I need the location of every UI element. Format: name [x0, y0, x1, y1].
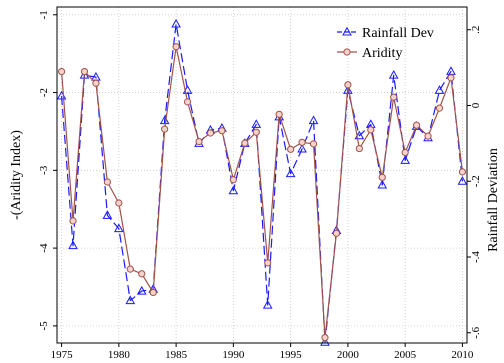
data-point-circle	[332, 229, 341, 237]
data-point-circle	[126, 265, 134, 273]
data-point-circle	[149, 288, 157, 297]
data-point-triangle	[320, 337, 330, 346]
series-line	[60, 23, 464, 343]
data-point-circle	[172, 43, 180, 51]
data-point-triangle	[251, 119, 262, 128]
x-tick-label: 1995	[280, 349, 303, 361]
data-point-circle	[161, 125, 169, 133]
y-left-tick-label: -5	[38, 321, 50, 331]
data-point-circle	[275, 110, 283, 118]
x-tick-label: 2010	[451, 349, 474, 361]
data-point-circle	[355, 144, 363, 153]
data-point-triangle	[457, 176, 468, 185]
x-tick-label: 1990	[222, 349, 245, 361]
data-point-circle	[183, 98, 192, 106]
data-point-circle	[218, 127, 226, 135]
data-point-triangle	[285, 168, 296, 178]
data-point-circle	[378, 173, 386, 181]
data-point-triangle	[377, 179, 388, 189]
data-point-circle	[264, 259, 272, 267]
x-tick-label: 1975	[51, 349, 74, 361]
data-point-circle	[344, 81, 352, 89]
data-point-circle	[69, 217, 77, 225]
legend: Rainfall Dev Aridity	[337, 26, 434, 61]
y-left-tick-label: -1	[38, 10, 50, 19]
data-point-circle	[401, 148, 409, 157]
data-point-triangle	[68, 240, 78, 250]
data-point-circle	[309, 140, 318, 148]
data-point-triangle	[262, 299, 273, 309]
x-tick-label: 2000	[337, 349, 360, 361]
data-point-triangle	[228, 185, 239, 195]
data-point-circle	[103, 178, 111, 186]
y-right-tick-label: -.4	[470, 251, 482, 263]
y-right-tick-label: 0	[470, 102, 482, 108]
grid	[57, 7, 467, 343]
legend-label: Rainfall Dev	[362, 26, 434, 41]
data-point-triangle	[159, 115, 170, 125]
data-point-circle	[229, 176, 237, 184]
data-point-circle	[390, 93, 398, 101]
y-left-tick-label: -4	[38, 243, 50, 253]
data-point-circle	[92, 79, 100, 87]
data-point-triangle	[342, 26, 352, 36]
series-rainfall-dev	[56, 18, 468, 346]
series-line	[60, 46, 464, 339]
data-point-circle	[115, 199, 123, 207]
data-point-circle	[287, 145, 295, 153]
data-point-circle	[367, 126, 375, 134]
data-point-triangle	[297, 143, 307, 153]
data-point-circle	[435, 104, 444, 112]
data-point-circle	[447, 74, 455, 82]
data-point-circle	[241, 139, 249, 147]
axes: 1975 1980 1985 1990 1995 2000 2005 2010 -1 -2 -3 -4…	[38, 10, 482, 361]
data-point-triangle	[308, 115, 319, 125]
data-point-circle	[195, 137, 203, 146]
data-point-circle	[252, 128, 260, 136]
data-point-circle	[298, 138, 306, 146]
series-layer	[56, 18, 468, 346]
series-aridity	[57, 43, 467, 342]
y-right-tick-label: -.6	[470, 326, 482, 338]
data-point-circle	[57, 67, 66, 76]
y-right-tick-label: .2	[470, 26, 482, 34]
data-point-triangle	[434, 85, 445, 94]
data-point-circle	[424, 132, 432, 140]
data-point-circle	[206, 129, 215, 137]
x-tick-label: 1985	[165, 349, 188, 361]
data-point-triangle	[343, 85, 353, 94]
data-point-circle	[458, 168, 467, 176]
data-point-circle	[138, 270, 146, 278]
data-point-triangle	[136, 285, 147, 295]
data-point-triangle	[400, 155, 411, 164]
data-point-triangle	[125, 295, 136, 305]
data-point-circle	[413, 121, 421, 129]
data-point-triangle	[113, 223, 124, 233]
y-axis-left-label: -(Aridity Index)	[9, 130, 24, 220]
data-point-triangle	[388, 69, 399, 79]
y-axis-right-label: Rainfall Deviation	[486, 148, 501, 252]
x-tick-label: 1980	[108, 349, 131, 361]
plot-frame	[56, 6, 468, 344]
x-tick-label: 2005	[394, 349, 417, 361]
y-left-tick-label: -2	[38, 88, 50, 97]
data-point-triangle	[102, 210, 113, 219]
data-point-triangle	[171, 18, 181, 28]
data-point-circle	[80, 67, 89, 76]
y-right-tick-label: -.2	[470, 175, 482, 187]
legend-label: Aridity	[362, 46, 402, 61]
data-point-circle	[321, 333, 329, 342]
data-point-triangle	[446, 66, 456, 75]
data-point-circle	[343, 48, 351, 56]
y-left-tick-label: -3	[38, 165, 50, 175]
